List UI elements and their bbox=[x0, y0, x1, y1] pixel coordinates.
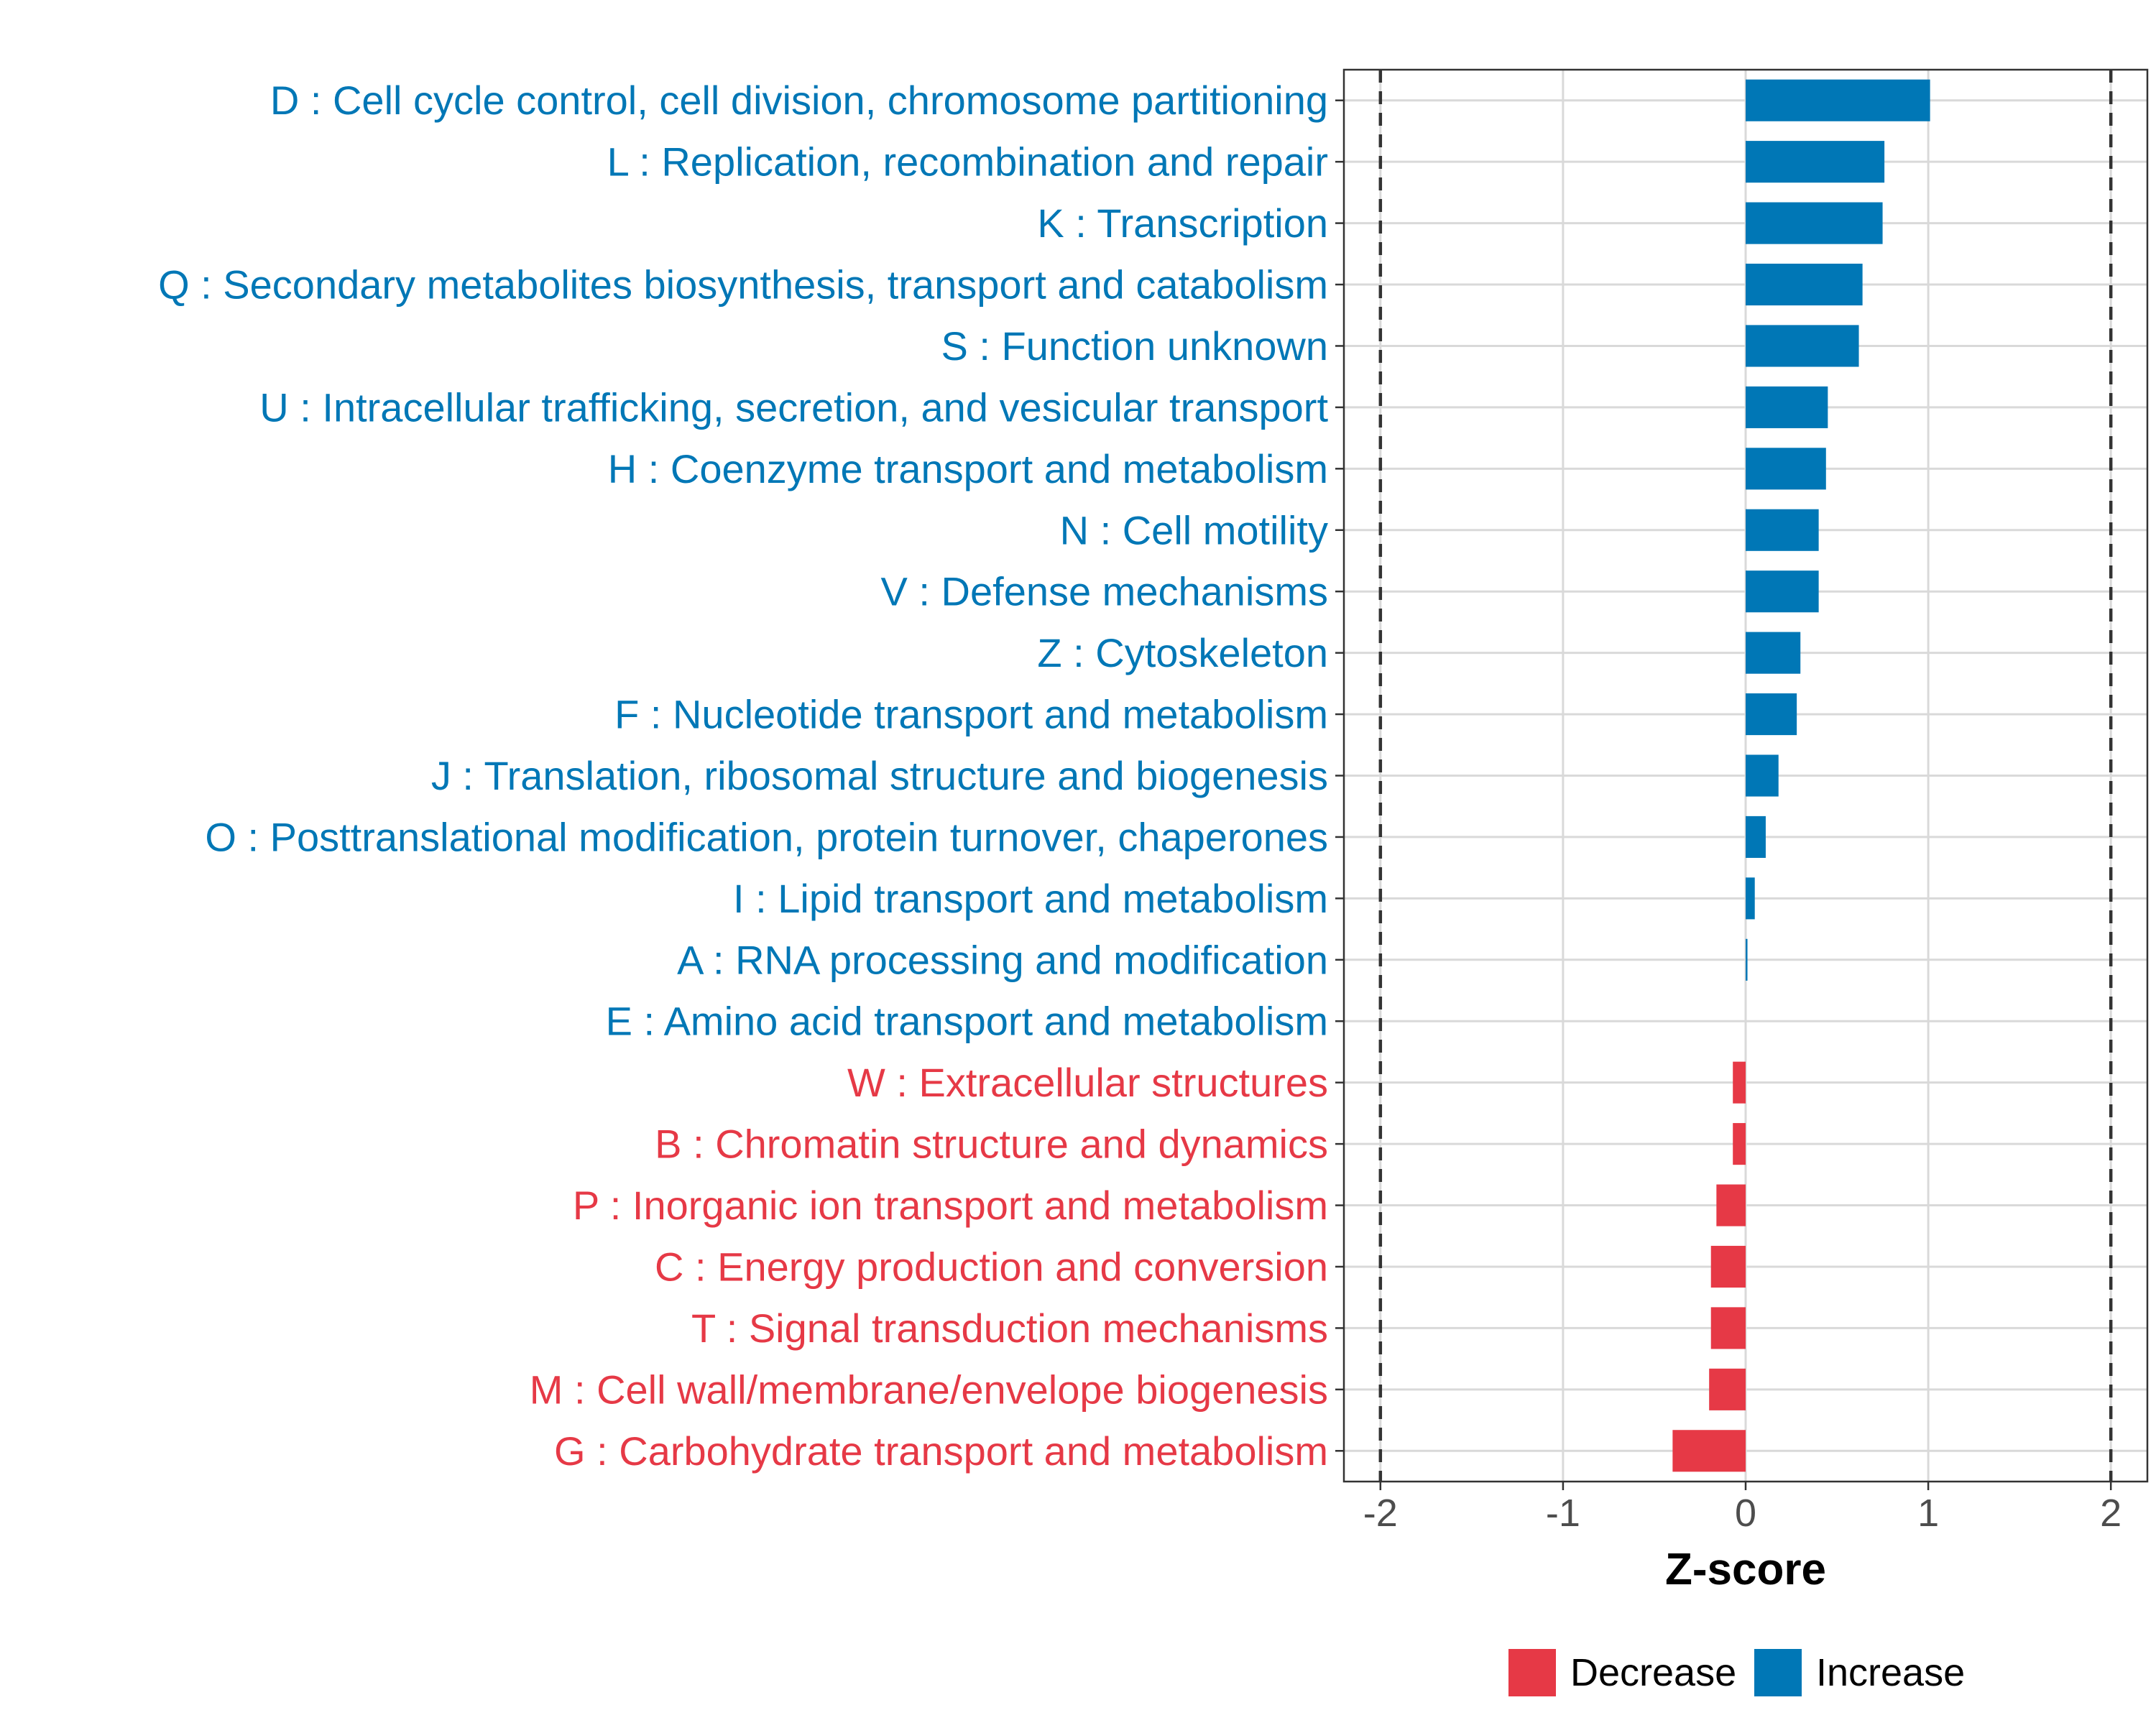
bar bbox=[1746, 263, 1863, 306]
bar bbox=[1710, 1245, 1746, 1288]
y-tick-label: I : Lipid transport and metabolism bbox=[733, 876, 1328, 921]
bar bbox=[1746, 202, 1883, 244]
bar bbox=[1746, 632, 1801, 674]
bar bbox=[1746, 693, 1797, 736]
bar bbox=[1716, 1184, 1746, 1226]
y-tick-label: J : Translation, ribosomal structure and… bbox=[431, 753, 1328, 798]
bar bbox=[1672, 1430, 1746, 1472]
bar bbox=[1746, 938, 1748, 981]
y-tick-label: L : Replication, recombination and repai… bbox=[607, 139, 1328, 185]
bar bbox=[1746, 386, 1828, 428]
legend-label: Decrease bbox=[1570, 1651, 1736, 1694]
reference-line-layer bbox=[1378, 70, 2113, 1482]
bar bbox=[1746, 509, 1819, 551]
x-tick-label: 0 bbox=[1735, 1492, 1756, 1535]
y-tick-label: K : Transcription bbox=[1037, 200, 1328, 246]
y-tick-label: F : Nucleotide transport and metabolism bbox=[614, 692, 1328, 737]
y-tick-label: W : Extracellular structures bbox=[847, 1060, 1328, 1105]
bar bbox=[1746, 448, 1826, 490]
y-tick-label: D : Cell cycle control, cell division, c… bbox=[270, 78, 1328, 123]
y-tick-label: M : Cell wall/membrane/envelope biogenes… bbox=[530, 1367, 1328, 1412]
y-tick-label: G : Carbohydrate transport and metabolis… bbox=[554, 1428, 1328, 1474]
y-tick-label: H : Coenzyme transport and metabolism bbox=[608, 446, 1328, 491]
x-tick-label: 1 bbox=[1917, 1492, 1939, 1535]
legend-key bbox=[1754, 1649, 1802, 1696]
bar bbox=[1710, 1307, 1746, 1349]
y-tick-label: S : Function unknown bbox=[941, 323, 1328, 369]
legend-key bbox=[1508, 1649, 1556, 1696]
y-tick-label: T : Signal transduction mechanisms bbox=[691, 1306, 1328, 1351]
bar bbox=[1733, 1123, 1746, 1165]
bar bbox=[1746, 325, 1859, 367]
y-tick-layer: D : Cell cycle control, cell division, c… bbox=[158, 78, 1344, 1474]
bar bbox=[1733, 1061, 1746, 1104]
bar bbox=[1709, 1368, 1746, 1410]
bar bbox=[1746, 79, 1930, 121]
y-tick-label: P : Inorganic ion transport and metaboli… bbox=[573, 1183, 1328, 1228]
y-tick-label: C : Energy production and conversion bbox=[655, 1244, 1328, 1289]
x-tick-label: 2 bbox=[2100, 1492, 2122, 1535]
bar-layer bbox=[1672, 79, 1930, 1472]
bar bbox=[1746, 570, 1819, 613]
x-tick-layer: -2 -1 0 1 2 bbox=[1363, 1482, 2122, 1535]
y-tick-label: B : Chromatin structure and dynamics bbox=[655, 1122, 1328, 1167]
y-tick-label: E : Amino acid transport and metabolism bbox=[606, 999, 1328, 1044]
x-tick-label: -2 bbox=[1363, 1492, 1398, 1535]
y-tick-label: O : Posttranslational modification, prot… bbox=[205, 814, 1328, 859]
y-tick-label: V : Defense mechanisms bbox=[881, 569, 1328, 614]
bar bbox=[1746, 141, 1885, 183]
legend: Decrease Increase bbox=[1508, 1649, 1965, 1696]
bar bbox=[1746, 754, 1779, 797]
bar bbox=[1746, 877, 1755, 920]
x-tick-label: -1 bbox=[1546, 1492, 1580, 1535]
y-tick-label: A : RNA processing and modification bbox=[677, 937, 1328, 982]
bar bbox=[1746, 816, 1766, 858]
y-tick-label: U : Intracellular trafficking, secretion… bbox=[259, 384, 1328, 430]
y-tick-label: Z : Cytoskeleton bbox=[1037, 630, 1328, 675]
y-tick-label: Q : Secondary metabolites biosynthesis, … bbox=[158, 262, 1328, 308]
x-axis-title: Z-score bbox=[1665, 1545, 1826, 1594]
legend-label: Increase bbox=[1816, 1651, 1965, 1694]
y-tick-label: N : Cell motility bbox=[1060, 507, 1328, 553]
